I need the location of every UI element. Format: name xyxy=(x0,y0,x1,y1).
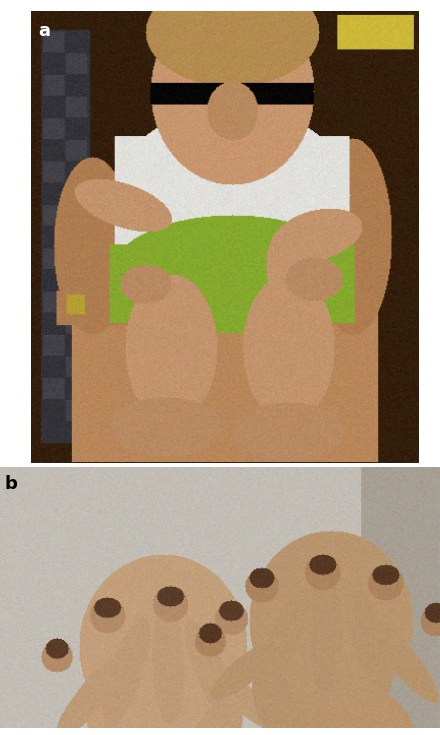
Text: b: b xyxy=(4,475,17,492)
Text: a: a xyxy=(39,22,51,40)
